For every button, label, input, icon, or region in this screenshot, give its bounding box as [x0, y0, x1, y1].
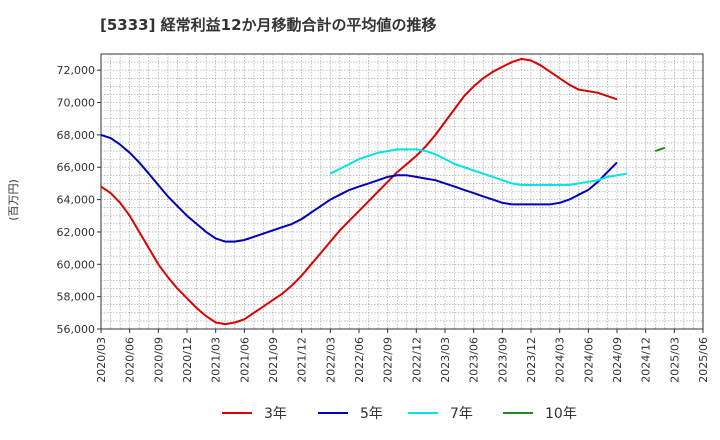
x-tick-label: 2020/09 [152, 337, 165, 383]
x-tick-label: 2020/06 [124, 337, 137, 383]
y-tick-label: 56,000 [57, 323, 96, 336]
x-tick-label: 2022/06 [353, 337, 366, 383]
y-tick-label: 58,000 [57, 291, 96, 304]
x-tick-label: 2024/09 [611, 337, 624, 383]
y-tick-label: 66,000 [57, 161, 96, 174]
x-tick-label: 2023/03 [439, 337, 452, 383]
chart-title: [5333] 経常利益12か月移動合計の平均値の推移 [100, 16, 437, 34]
x-tick-label: 2021/06 [238, 337, 251, 383]
y-tick-label: 70,000 [57, 97, 96, 110]
x-tick-label: 2023/12 [525, 337, 538, 383]
legend-label-2: 5年 [360, 406, 383, 422]
y-tick-label: 68,000 [57, 129, 96, 142]
y-tick-label: 64,000 [57, 194, 96, 207]
series-line-1 [100, 57, 618, 326]
x-tick-label: 2025/03 [668, 337, 681, 383]
x-tick-label: 2025/06 [697, 337, 710, 383]
series-line-2 [100, 133, 618, 243]
legend-label-3: 7年 [450, 406, 473, 422]
x-tick-label: 2020/12 [181, 337, 194, 383]
legend: 3年 5年 7年 10年 [222, 406, 577, 422]
series-line-4 [654, 146, 666, 153]
y-axis-label: (百万円) [7, 179, 20, 221]
x-tick-label: 2024/12 [640, 337, 653, 383]
y-tick-label: 62,000 [57, 226, 96, 239]
plot-area: 56,000 58,000 60,000 62,000 64,000 66,000 68,0… [57, 53, 710, 383]
x-tick-label: 2021/03 [210, 337, 223, 383]
x-tick-label: 2022/09 [382, 337, 395, 383]
x-tick-label: 2022/12 [410, 337, 423, 383]
x-tick-label: 2021/09 [267, 337, 280, 383]
legend-label-1: 3年 [264, 406, 287, 422]
x-tick-label: 2021/12 [296, 337, 309, 383]
x-tick-label: 2020/03 [95, 337, 108, 383]
x-tick-label: 2023/09 [496, 337, 509, 383]
x-tick-label: 2023/06 [468, 337, 481, 383]
legend-label-4: 10年 [545, 406, 577, 422]
series-line-3 [329, 148, 627, 186]
y-tick-label: 72,000 [57, 64, 96, 77]
x-tick-label: 2022/03 [324, 337, 337, 383]
x-tick-label: 2024/03 [554, 337, 567, 383]
x-tick-label: 2024/06 [582, 337, 595, 383]
y-tick-label: 60,000 [57, 258, 96, 271]
